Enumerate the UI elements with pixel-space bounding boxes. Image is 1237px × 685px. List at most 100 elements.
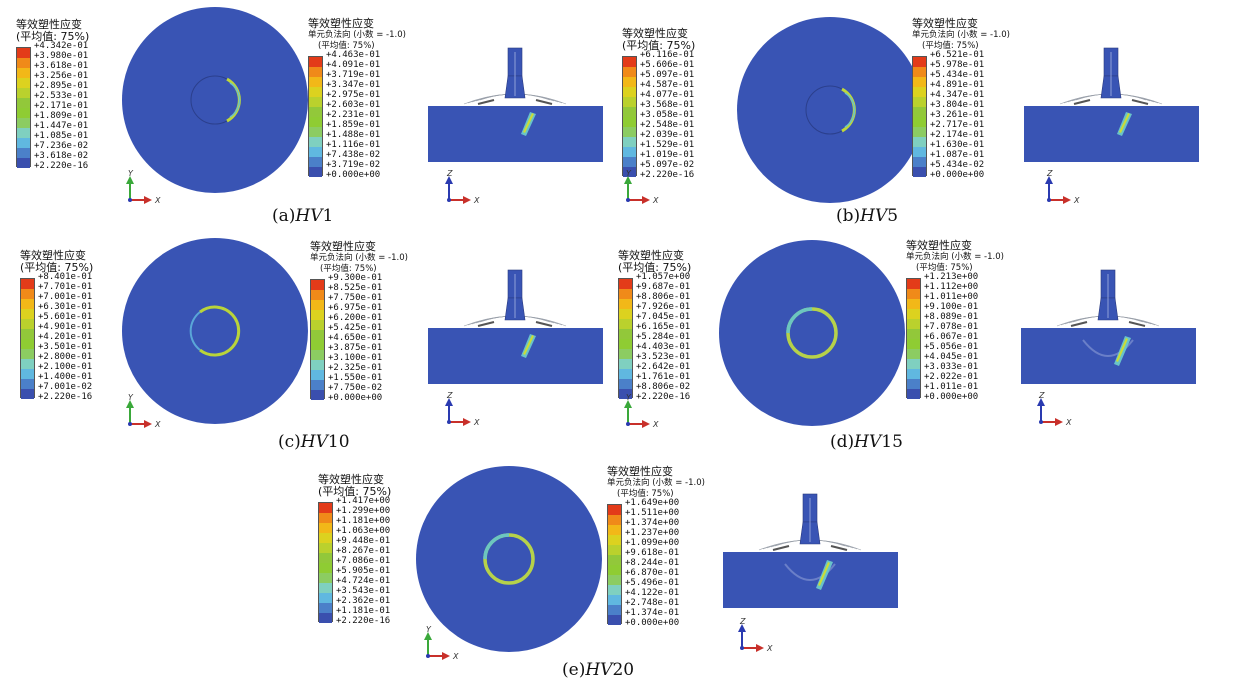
legend-value: +2.603e-01 [326,100,381,110]
legend-swatch [619,289,632,299]
legend-swatch [907,389,920,399]
legend-swatch [623,97,636,107]
cross-section-view [428,269,603,384]
legend-value: +1.011e+00 [924,292,979,302]
axis-x-label: X [1073,196,1080,205]
legend-value: +9.687e-01 [636,282,691,292]
legend-value: +1.809e-01 [34,111,89,121]
legend-swatch [619,299,632,309]
legend-swatch [619,389,632,399]
panel-b: 等效塑性应变 (平均值: 75%) +6.116e-01 +5.606e-01 +5… [618,0,1236,226]
legend-swatch [608,505,621,515]
wire-end-right [535,99,553,105]
legend-swatch [309,87,322,97]
legend-value: +3.804e-01 [930,100,985,110]
caption-var: HV [300,432,328,452]
legend-swatch [17,118,30,128]
legend-value: +7.001e-02 [38,382,93,392]
legend-swatch [619,379,632,389]
legend-swatch [619,319,632,329]
legend-values: +6.521e-01 +5.978e-01 +5.434e-01 +4.891e-01… [930,50,984,180]
caption-var: HV [860,206,888,226]
legend-value: +3.261e-01 [930,110,985,120]
strain-arc [199,305,241,357]
legend-subtitle: (平均值: 75%) [16,30,90,43]
legend-value: +7.045e-01 [636,312,691,322]
legend-swatch [907,279,920,289]
disk [719,240,905,426]
legend-swatch [619,369,632,379]
legend-swatch [319,593,332,603]
wire-end-right [1128,321,1146,327]
legend-value: +8.089e-01 [924,312,979,322]
legend-swatch [17,78,30,88]
legend-value: +6.116e-01 [640,50,695,60]
legend-value: +2.220e-16 [38,392,93,402]
panel-caption: (a)HV1 [272,206,333,226]
legend-normal-text: 单元负法向 (小数 = -1.0) [906,252,1004,262]
legend-value: +2.895e-01 [34,81,89,91]
axis-origin [128,198,132,202]
axis-up-arrow [126,176,134,184]
panel-caption: (d)HV15 [830,432,903,452]
legend-swatch [309,57,322,67]
caption-num: 10 [327,432,350,452]
legend-value: +2.220e-16 [336,616,391,626]
legend-value: +5.434e-02 [930,160,985,170]
legend-value: +1.488e-01 [326,130,381,140]
legend-value: +6.521e-01 [930,50,985,60]
axis-up-label: Y [626,393,632,402]
legend-value: +2.022e-01 [924,372,979,382]
legend-value: +6.200e-01 [328,313,383,323]
legend-value: +3.100e-01 [328,353,383,363]
legend-value: +8.806e-02 [636,382,691,392]
legend-swatch [319,543,332,553]
axis-up-arrow [1037,398,1045,406]
legend-value: +4.403e-01 [636,342,691,352]
legend-value: +1.237e+00 [625,528,680,538]
axis-origin [626,198,630,202]
axis-triad-xz: ZX [738,617,773,653]
legend-values: +8.401e-01 +7.701e-01 +7.001e-01 +6.301e-01… [38,272,92,402]
axis-origin [447,198,451,202]
legend-swatch [907,309,920,319]
legend-value: +3.568e-01 [640,100,695,110]
caption-prefix: (b) [836,206,861,226]
axis-up-arrow [445,398,453,406]
legend-values: +4.463e-01 +4.091e-01 +3.719e-01 +3.347e-01… [326,50,380,180]
legend-swatch [21,279,34,289]
axis-triad-xy: YX [126,393,161,429]
axis-up-arrow [445,176,453,184]
legend-value: +2.100e-01 [38,362,93,372]
axis-up-label: Z [739,617,746,626]
legend-value: +1.550e-01 [328,373,383,383]
axis-up-label: Z [1046,169,1053,178]
legend-swatch [17,108,30,118]
legend-value: +1.400e-01 [38,372,93,382]
legend-swatch [311,320,324,330]
legend-value: +2.748e-01 [625,598,680,608]
legend-value: +0.000e+00 [930,170,985,180]
panel-e: 等效塑性应变 (平均值: 75%) +1.417e+00 +1.299e+00 +1… [300,458,918,683]
cross-section-view [1021,269,1196,384]
legend-value: +0.000e+00 [326,170,381,180]
legend-swatch [21,349,34,359]
legend-swatch [21,329,34,339]
legend-swatch [309,77,322,87]
legend-value: +6.165e-01 [636,322,691,332]
legend-value: +1.213e+00 [924,272,979,282]
disk-top-view [122,7,308,193]
legend-value: +5.601e-01 [38,312,93,322]
axis-triad-xz: ZX [445,391,480,427]
strain-ring-low [786,307,813,334]
axis-origin [740,646,744,650]
legend-normal-text: 单元负法向 (小数 = -1.0) [912,30,1010,40]
legend-swatch [913,77,926,87]
left-legend: 等效塑性应变 (平均值: 75%) +8.401e-01 +7.701e-01 +7… [20,250,93,407]
legend-values: +6.116e-01 +5.606e-01 +5.097e-01 +4.587e-01… [640,50,694,180]
legend-swatch [907,369,920,379]
axis-x-label: X [452,652,459,661]
legend-value: +1.374e+00 [625,518,680,528]
left-legend: 等效塑性应变 (平均值: 75%) +1.417e+00 +1.299e+00 +1… [318,474,391,631]
strain-band-core [1116,338,1128,362]
